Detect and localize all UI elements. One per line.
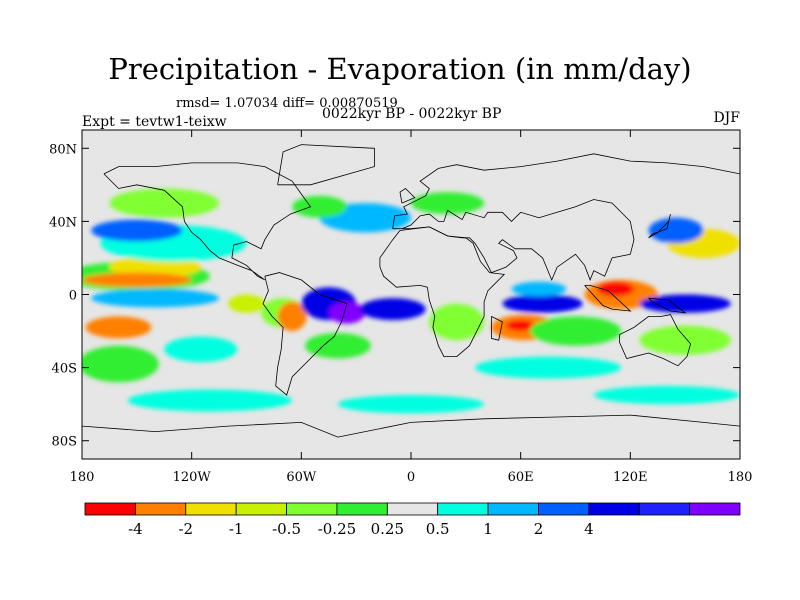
colorbar-box — [386, 502, 439, 516]
field-patch — [502, 294, 583, 313]
field-patch — [328, 301, 366, 324]
season-label: DJF — [713, 110, 740, 126]
coastline — [82, 414, 740, 438]
lat-tick-label: 80S — [52, 435, 77, 450]
colorbar-label: 0.25 — [371, 520, 404, 538]
field-patch — [593, 385, 740, 405]
colorbar-label: -4 — [128, 520, 143, 538]
field-patch — [82, 272, 192, 288]
colorbar: -4 -2 -1 -0.5 -0.25 0.25 0.5 1 2 4 — [84, 502, 741, 538]
coastline — [648, 297, 687, 314]
field-patch — [82, 345, 159, 383]
coastline — [619, 314, 692, 367]
field-patch — [648, 217, 704, 244]
field-patch — [529, 316, 622, 346]
field-patch — [164, 336, 238, 363]
coastline — [392, 199, 635, 282]
colorbar-label: -0.25 — [318, 520, 356, 538]
colorbar-box — [336, 502, 388, 516]
colorbar-label: -1 — [229, 520, 244, 538]
colorbar-label: -0.5 — [272, 520, 301, 538]
field-patch — [109, 188, 220, 218]
field-patch — [411, 192, 485, 215]
field-patch — [511, 281, 567, 297]
coastline — [392, 153, 740, 229]
field-patch — [85, 316, 152, 339]
coastline — [262, 272, 348, 396]
colorbar-box — [235, 502, 287, 516]
stats-label: rmsd= 1.07034 diff= 0.00870519 — [176, 96, 398, 111]
colorbar-box — [84, 502, 136, 516]
field-patch — [228, 294, 265, 313]
colorbar-box — [588, 502, 640, 516]
field-layer — [82, 188, 740, 414]
lat-tick-label: 40N — [49, 215, 77, 230]
axis-ticks: 80N 40N 0 40S 80S 180 120W 60W 0 60E 120E 180 — [49, 130, 752, 485]
field-patch — [359, 298, 426, 321]
colorbar-box — [689, 502, 741, 516]
field-patch — [91, 219, 183, 242]
lon-tick-label: 120E — [613, 470, 647, 485]
colorbar-label: 2 — [534, 520, 544, 538]
coastline — [584, 285, 632, 312]
colorbar-box — [487, 502, 539, 516]
field-patch — [639, 294, 731, 313]
colorbar-box — [134, 502, 187, 516]
field-patch — [127, 389, 293, 412]
coastline — [277, 144, 375, 186]
coastline — [379, 226, 506, 357]
field-patch — [277, 301, 307, 332]
field-patch — [91, 289, 220, 308]
lat-tick-label: 0 — [69, 289, 77, 304]
colorbar-box — [286, 502, 338, 516]
colorbar-label: 1 — [483, 520, 493, 538]
lon-tick-label: 60E — [508, 470, 534, 485]
coastline — [103, 162, 312, 281]
lat-tick-label: 80N — [49, 142, 77, 157]
colorbar-label: 0.5 — [426, 520, 450, 538]
lon-tick-label: 120W — [173, 470, 212, 485]
lon-tick-label: 60W — [286, 470, 317, 485]
field-patch — [474, 356, 622, 379]
coastline — [399, 187, 416, 204]
colorbar-box — [185, 502, 237, 516]
colorbar-box — [638, 502, 691, 516]
field-patch — [639, 325, 731, 355]
field-patch — [429, 303, 485, 341]
coastline-layer — [82, 144, 740, 438]
colorbar-label: 4 — [584, 520, 594, 538]
field-patch — [292, 195, 348, 218]
lon-tick-label: 180 — [728, 470, 753, 485]
field-patch — [597, 281, 634, 297]
colorbar-box — [437, 502, 489, 516]
field-patch — [337, 395, 485, 414]
period-label: 0022kyr BP - 0022kyr BP — [322, 106, 502, 122]
field-patch — [109, 256, 201, 279]
coastline — [648, 214, 671, 239]
lat-tick-label: 40S — [52, 362, 77, 377]
coastline — [491, 316, 503, 341]
lon-tick-label: 0 — [407, 470, 415, 485]
field-patch — [304, 332, 371, 359]
field-patch — [506, 320, 536, 332]
experiment-label: Expt = tevtw1-teixw — [82, 114, 227, 130]
colorbar-label: -2 — [178, 520, 193, 538]
colorbar-box — [538, 502, 590, 516]
plot-title: Precipitation - Evaporation (in mm/day) — [108, 52, 692, 86]
lon-tick-label: 180 — [70, 470, 95, 485]
